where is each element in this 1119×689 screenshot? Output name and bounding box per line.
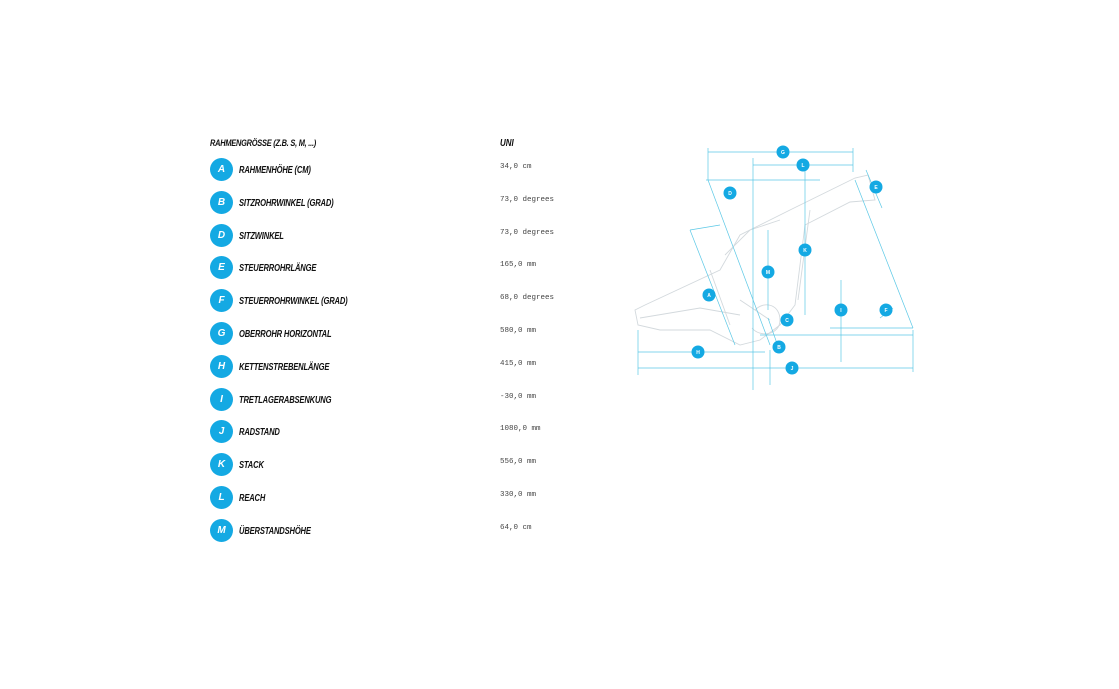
- measurement-label: TRETLAGERABSENKUNG: [239, 393, 332, 406]
- letter-badge: M: [210, 518, 233, 542]
- letter-badge: A: [210, 158, 233, 181]
- measurement-value: 580,0 mm: [500, 326, 537, 335]
- measurement-label: RAHMENHÖHE (CM): [239, 164, 311, 176]
- table-row: E STEUERROHRLÄNGE 165,0 mm: [210, 256, 570, 289]
- svg-text:I: I: [840, 308, 842, 314]
- measurement-label: RADSTAND: [239, 426, 280, 439]
- measurement-value: 330,0 mm: [500, 490, 537, 499]
- marker-a: A: [702, 288, 716, 302]
- measurement-value: 68,0 degrees: [500, 294, 555, 303]
- marker-m: M: [761, 265, 775, 279]
- marker-b: B: [772, 340, 786, 354]
- marker-i: I: [834, 303, 848, 317]
- table-row: L REACH 330,0 mm: [210, 485, 570, 519]
- measurement-label: STEUERROHRLÄNGE: [239, 262, 317, 275]
- table-header: RAHMENGRÖSSE (Z.B. S, M, ...) UNI: [210, 134, 570, 158]
- frame-outline: [634, 174, 876, 346]
- measurement-value: 1080,0 mm: [500, 425, 541, 434]
- marker-g: G: [776, 145, 790, 159]
- svg-text:C: C: [785, 318, 789, 324]
- letter-badge: F: [210, 289, 233, 313]
- measurement-label: SITZWINKEL: [239, 229, 284, 242]
- letter-badge: H: [210, 354, 233, 378]
- diagram-markers: G L D E K M A I F C B H J: [691, 145, 893, 375]
- measurement-label: REACH: [239, 491, 266, 504]
- geometry-rows: A RAHMENHÖHE (CM) 34,0 cm B SITZROHRWINKEL (…: [210, 158, 570, 552]
- measurement-value: 415,0 mm: [500, 359, 537, 368]
- svg-text:D: D: [728, 191, 732, 197]
- svg-text:H: H: [696, 350, 700, 356]
- svg-text:A: A: [707, 293, 711, 299]
- measurement-value: 34,0 cm: [500, 163, 532, 171]
- marker-h: H: [691, 345, 705, 359]
- table-row: J RADSTAND 1080,0 mm: [210, 420, 570, 453]
- measurement-label: SITZROHRWINKEL (GRAD): [239, 196, 334, 209]
- measurement-label: OBERROHR HORIZONTAL: [239, 327, 332, 340]
- marker-e: E: [869, 180, 883, 194]
- svg-text:L: L: [801, 163, 804, 169]
- letter-badge: L: [210, 485, 233, 509]
- table-row: B SITZROHRWINKEL (GRAD) 73,0 degrees: [210, 190, 570, 224]
- measurement-value: -30,0 mm: [500, 392, 537, 401]
- measurement-label: STACK: [239, 459, 264, 472]
- letter-badge: I: [210, 387, 233, 411]
- letter-badge: J: [210, 420, 233, 444]
- marker-d: D: [723, 186, 737, 200]
- frame-size-header: RAHMENGRÖSSE (Z.B. S, M, ...): [210, 138, 317, 149]
- svg-text:E: E: [874, 185, 878, 191]
- table-row: G OBERROHR HORIZONTAL 580,0 mm: [210, 321, 570, 355]
- marker-j: J: [785, 361, 799, 375]
- svg-text:G: G: [781, 150, 785, 156]
- letter-badge: B: [210, 190, 233, 214]
- letter-badge: D: [210, 223, 233, 247]
- marker-c: C: [780, 313, 794, 327]
- table-row: D SITZWINKEL 73,0 degrees: [210, 223, 570, 257]
- bike-geometry-diagram: G L D E K M A I F C B H J: [630, 140, 920, 390]
- table-row: H KETTENSTREBENLÄNGE 415,0 mm: [210, 354, 570, 388]
- svg-text:K: K: [803, 248, 807, 254]
- measurement-value: 556,0 mm: [500, 458, 537, 467]
- table-row: A RAHMENHÖHE (CM) 34,0 cm: [210, 158, 570, 191]
- measurement-label: KETTENSTREBENLÄNGE: [239, 360, 330, 373]
- size-column-header: UNI: [500, 138, 514, 149]
- geometry-table: RAHMENGRÖSSE (Z.B. S, M, ...) UNI A RAHME…: [210, 134, 570, 552]
- svg-text:M: M: [766, 270, 770, 276]
- letter-badge: K: [210, 453, 233, 477]
- marker-k: K: [798, 243, 812, 257]
- svg-text:B: B: [777, 345, 781, 351]
- svg-text:J: J: [791, 366, 794, 372]
- letter-badge: E: [210, 256, 233, 280]
- measurement-label: ÜBERSTANDSHÖHE: [239, 524, 311, 537]
- table-row: K STACK 556,0 mm: [210, 453, 570, 486]
- measurement-label: STEUERROHRWINKEL (GRAD): [239, 295, 348, 308]
- table-row: I TRETLAGERABSENKUNG -30,0 mm: [210, 387, 570, 421]
- letter-badge: G: [210, 321, 233, 345]
- table-row: M ÜBERSTANDSHÖHE 64,0 cm: [210, 518, 570, 552]
- marker-l: L: [796, 158, 810, 172]
- svg-text:F: F: [884, 308, 887, 314]
- measurement-value: 73,0 degrees: [500, 195, 555, 204]
- marker-f: F: [879, 303, 893, 317]
- measurement-value: 165,0 mm: [500, 261, 537, 270]
- measurement-value: 64,0 cm: [500, 523, 532, 532]
- bike-diagram-svg: G L D E K M A I F C B H J: [634, 145, 914, 390]
- measurement-value: 73,0 degrees: [500, 228, 555, 237]
- table-row: F STEUERROHRWINKEL (GRAD) 68,0 degrees: [210, 289, 570, 322]
